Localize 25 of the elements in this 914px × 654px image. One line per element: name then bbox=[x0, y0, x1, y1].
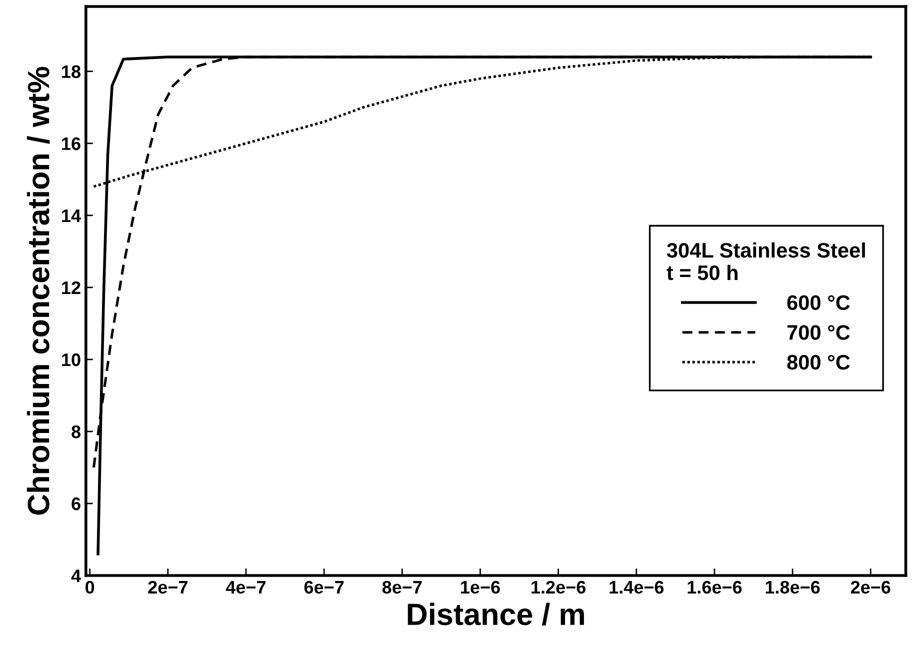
y-tick-label: 10 bbox=[62, 353, 80, 366]
x-tick-label: 1.6e−6 bbox=[688, 580, 742, 594]
x-tick-label: 1.4e−6 bbox=[610, 580, 664, 594]
x-tick-label: 2e−6 bbox=[850, 580, 890, 594]
y-tick-label: 12 bbox=[62, 281, 80, 294]
legend-title: 304L Stainless Steel t = 50 h bbox=[666, 242, 865, 280]
y-tick-label: 14 bbox=[62, 210, 81, 222]
y-tick-label: 8 bbox=[72, 425, 80, 438]
x-tick-label: 1.2e−6 bbox=[532, 580, 586, 594]
x-tick-label: 4e−7 bbox=[226, 581, 266, 594]
x-axis-title: Distance / m bbox=[408, 602, 584, 626]
x-tick-label: 6e−7 bbox=[304, 580, 344, 594]
y-tick-label: 16 bbox=[62, 137, 80, 150]
x-tick-label: 1.8e−6 bbox=[766, 580, 820, 594]
y-tick-label: 18 bbox=[62, 65, 81, 78]
x-tick-label: 2e−7 bbox=[148, 580, 188, 594]
legend-label: 800 °C bbox=[787, 354, 850, 370]
y-axis-title: Chromium concentration / wt% bbox=[26, 66, 50, 515]
legend-label: 700 °C bbox=[787, 325, 850, 340]
x-tick-label: 1e−6 bbox=[461, 580, 500, 594]
y-tick-label: 4 bbox=[71, 570, 81, 582]
y-tick-label: 6 bbox=[72, 497, 80, 510]
x-tick-label: 0 bbox=[86, 580, 94, 594]
legend-label: 600 °C bbox=[787, 295, 850, 310]
x-tick-label: 8e−7 bbox=[382, 580, 422, 594]
